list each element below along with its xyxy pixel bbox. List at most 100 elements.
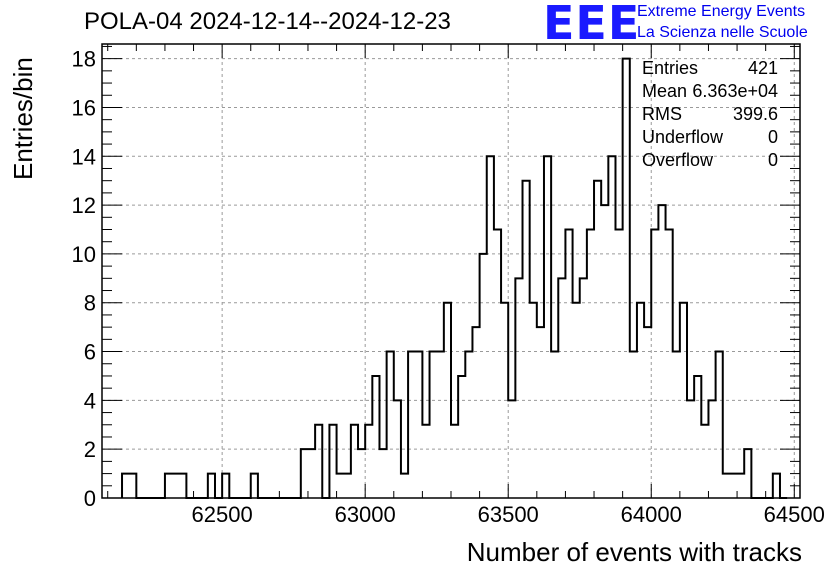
stat-entries-label: Entries — [642, 58, 699, 78]
histogram-bin — [615, 230, 622, 498]
y-tick-label: 0 — [84, 486, 96, 511]
x-tick-label: 63000 — [335, 502, 396, 527]
histogram-bin — [344, 474, 351, 498]
histogram-bin — [630, 352, 637, 498]
histogram-bin — [730, 474, 737, 498]
x-axis-label: Number of events with tracks — [466, 537, 802, 567]
x-tick-label: 64000 — [621, 502, 682, 527]
histogram-bin — [708, 400, 715, 498]
histogram-bin — [587, 230, 594, 498]
eee-logo: EEE — [543, 0, 641, 50]
histogram-bin — [530, 303, 537, 498]
histogram-bin — [637, 303, 644, 498]
histogram-bin — [458, 376, 465, 498]
brand-line-1: Extreme Energy Events — [637, 3, 806, 20]
histogram-bin — [608, 156, 615, 498]
histogram-bin — [401, 474, 408, 498]
stat-entries-value: 421 — [747, 58, 778, 78]
stat-mean-label: Mean — [642, 81, 688, 101]
histogram-bin — [594, 181, 601, 498]
histogram-bin — [351, 425, 358, 498]
histogram-bin — [651, 230, 658, 498]
histogram-outline — [121, 57, 788, 499]
histogram-bin — [301, 449, 308, 498]
axis-ticks — [102, 44, 800, 499]
histogram-bin — [744, 449, 751, 498]
y-tick-label: 16 — [72, 95, 96, 120]
histogram-bin — [408, 352, 415, 498]
histogram-bin — [365, 425, 372, 498]
x-tick-label: 63500 — [478, 502, 539, 527]
histogram-bin — [501, 303, 508, 498]
histogram-bin — [315, 425, 322, 498]
histogram-bin — [508, 400, 515, 498]
histogram-bin — [480, 254, 487, 498]
y-tick-label: 10 — [72, 242, 96, 267]
histogram-bin — [472, 327, 479, 498]
histogram-bin — [208, 474, 215, 498]
histogram-bin — [394, 400, 401, 498]
y-tick-label: 8 — [84, 291, 96, 316]
histogram-bin — [379, 449, 386, 498]
stat-underflow-value: 0 — [767, 127, 778, 147]
stat-overflow-value: 0 — [767, 150, 778, 170]
histogram-bin — [623, 59, 630, 498]
stat-underflow-label: Underflow — [642, 127, 724, 147]
y-tick-label: 6 — [84, 340, 96, 365]
brand-line-2: La Scienza nelle Scuole — [637, 24, 808, 41]
histogram-bin — [558, 278, 565, 498]
histogram-bin — [415, 352, 422, 498]
histogram-bin — [551, 352, 558, 498]
chart-title: POLA-04 2024-12-14--2024-12-23 — [84, 8, 451, 35]
stat-overflow-label: Overflow — [642, 150, 714, 170]
histogram-bin — [773, 474, 780, 498]
histogram-bin — [358, 449, 365, 498]
histogram-bin — [387, 352, 394, 498]
histogram-bin — [716, 352, 723, 498]
histogram-bin — [222, 474, 229, 498]
histogram-bin — [694, 376, 701, 498]
histogram-bin — [515, 278, 522, 498]
histogram-bin — [372, 376, 379, 498]
y-tick-label: 2 — [84, 437, 96, 462]
y-tick-label: 12 — [72, 193, 96, 218]
histogram-bin — [308, 449, 315, 498]
histogram-bin — [701, 425, 708, 498]
histogram-bin — [329, 425, 336, 498]
histogram-bin — [580, 278, 587, 498]
histogram-bin — [179, 474, 186, 498]
histogram-bin — [644, 327, 651, 498]
x-tick-label: 64500 — [764, 502, 825, 527]
y-tick-label: 4 — [84, 388, 96, 413]
histogram-bin — [437, 352, 444, 498]
histogram-bin — [451, 425, 458, 498]
histogram-bin — [494, 230, 501, 498]
histogram-bin — [666, 230, 673, 498]
y-axis-label: Entries/bin — [8, 57, 38, 180]
histogram-bin — [465, 352, 472, 498]
histogram-bin — [601, 205, 608, 498]
histogram-bin — [337, 474, 344, 498]
histogram-bin — [673, 352, 680, 498]
histogram-bin — [172, 474, 179, 498]
histogram-bin — [487, 156, 494, 498]
stat-mean-value: 6.363e+04 — [692, 81, 778, 101]
histogram-bin — [687, 400, 694, 498]
histogram-bin — [723, 474, 730, 498]
histogram-bin — [444, 303, 451, 498]
histogram-bin — [658, 205, 665, 498]
histogram-bin — [537, 327, 544, 498]
histogram-bins — [121, 57, 788, 499]
y-tick-label: 14 — [72, 144, 96, 169]
histogram-bin — [544, 156, 551, 498]
histogram-bin — [680, 303, 687, 498]
histogram-bin — [251, 474, 258, 498]
histogram-bin — [165, 474, 172, 498]
axis-tick-labels: 62500 63000 63500 64000 64500 0 2 4 6 8 10 12 14 16 18 — [72, 47, 825, 527]
y-tick-label: 18 — [72, 47, 96, 72]
histogram-bin — [523, 181, 530, 498]
histogram-bin — [422, 425, 429, 498]
histogram-bin — [565, 230, 572, 498]
histogram-bin — [129, 474, 136, 498]
